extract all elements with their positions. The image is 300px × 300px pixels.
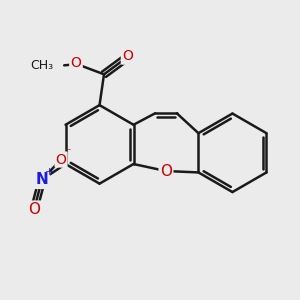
Text: O: O	[122, 49, 133, 63]
Text: CH₃: CH₃	[30, 59, 53, 72]
Text: O: O	[160, 164, 172, 178]
Text: ⁻: ⁻	[64, 146, 71, 159]
Text: N: N	[36, 172, 48, 187]
Text: O: O	[56, 152, 67, 167]
Text: O: O	[70, 56, 81, 70]
Text: +: +	[45, 167, 55, 177]
Text: O: O	[28, 202, 40, 217]
